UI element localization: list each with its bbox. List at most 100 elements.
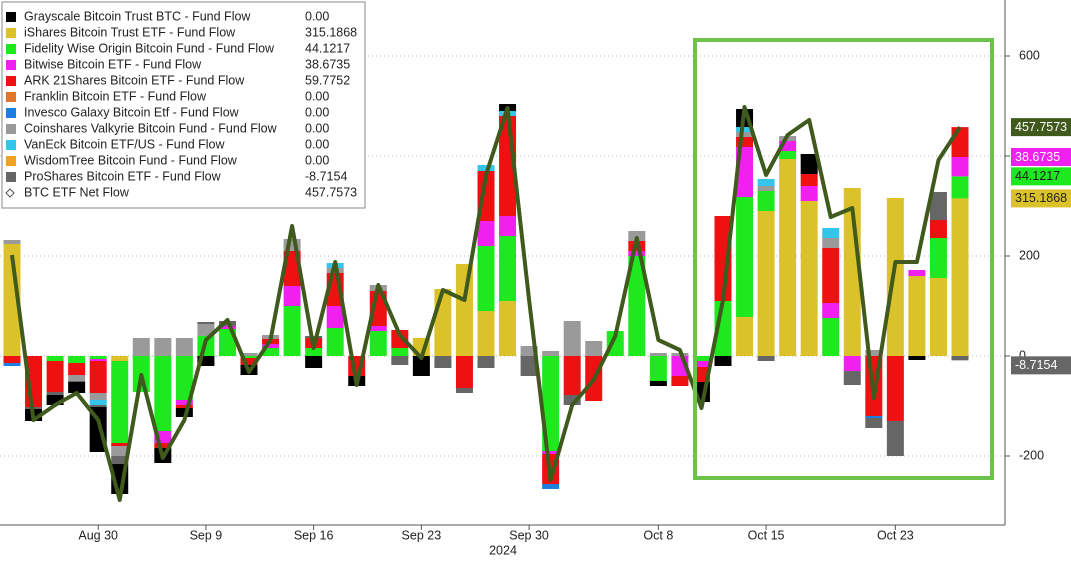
bar-segment	[865, 350, 883, 356]
bar-segment	[542, 484, 560, 489]
value-tag: 44.1217	[1015, 169, 1060, 183]
value-tag: -8.7154	[1015, 358, 1057, 372]
y-tick-label: -200	[1019, 448, 1044, 462]
bar-segment	[175, 400, 193, 405]
bar-segment	[262, 344, 280, 348]
bar-segment	[154, 443, 172, 448]
bar-segment	[800, 186, 818, 201]
y-tick-label: 200	[1019, 248, 1040, 262]
bar-segment	[520, 356, 538, 376]
bars	[3, 104, 969, 494]
x-tick-label: Oct 8	[643, 528, 673, 542]
bar-segment	[197, 356, 215, 366]
legend-swatch	[6, 172, 16, 182]
legend-swatch	[6, 12, 16, 22]
bar-segment	[736, 197, 754, 317]
bar-segment	[822, 303, 840, 318]
bar-segment	[628, 231, 646, 241]
bar-segment	[499, 301, 517, 356]
bar-segment	[455, 388, 473, 393]
bar-segment	[800, 154, 818, 174]
bar-segment	[154, 338, 172, 356]
bar-segment	[262, 348, 280, 356]
bar-segment	[89, 405, 107, 407]
bar-segment	[218, 329, 236, 356]
legend-swatch	[6, 92, 16, 102]
bar-segment	[692, 356, 710, 361]
bar-segment	[843, 356, 861, 371]
net-flow-line	[10, 105, 962, 502]
x-tick-label: Sep 30	[509, 528, 549, 542]
bar-segment	[3, 363, 21, 366]
x-tick-label: Sep 23	[402, 528, 442, 542]
highlight-box	[693, 38, 994, 480]
bar-segment	[391, 348, 409, 356]
legend-value: 0.00	[305, 9, 329, 23]
bar-segment	[822, 228, 840, 238]
bar-segment	[111, 361, 129, 443]
bar-segment	[779, 159, 797, 356]
bar-segment	[757, 191, 775, 211]
legend-value: 0.00	[305, 121, 329, 135]
legend-label: Coinshares Valkyrie Bitcoin Fund - Fund …	[24, 121, 278, 135]
x-tick-label: Aug 30	[78, 528, 118, 542]
legend-label: Fidelity Wise Origin Bitcoin Fund - Fund…	[24, 41, 275, 55]
bar-segment	[929, 278, 947, 356]
bar-segment	[477, 165, 495, 171]
bar-segment	[89, 359, 107, 361]
bar-segment	[822, 248, 840, 303]
bar-segment	[197, 324, 215, 336]
bar-segment	[886, 356, 904, 421]
bar-segment	[757, 186, 775, 191]
x-tick-label: Oct 15	[748, 528, 785, 542]
bar-segment	[886, 198, 904, 356]
x-axis-label: 2024	[489, 543, 517, 557]
bar-segment	[111, 456, 129, 464]
bar-segment	[305, 356, 323, 368]
bar-segment	[951, 198, 969, 356]
bar-segment	[369, 326, 387, 331]
bar-segment	[89, 393, 107, 400]
bar-segment	[736, 137, 754, 147]
legend-label: VanEck Bitcoin ETF/US - Fund Flow	[24, 137, 225, 151]
x-tick-label: Sep 9	[190, 528, 223, 542]
legend-value: 457.7573	[305, 185, 357, 199]
bar-segment	[908, 356, 926, 360]
bar-segment	[240, 353, 258, 356]
bar-segment	[369, 331, 387, 356]
bar-segment	[218, 326, 236, 329]
bar-segment	[240, 356, 258, 358]
bar-segment	[305, 348, 323, 356]
bar-segment	[455, 264, 473, 356]
legend-label: BTC ETF Net Flow	[24, 185, 130, 199]
bar-segment	[111, 446, 129, 456]
bar-segment	[692, 361, 710, 367]
bar-segment	[908, 270, 926, 276]
bar-segment	[434, 356, 452, 368]
bar-segment	[175, 338, 193, 356]
legend-swatch	[6, 108, 16, 118]
bar-segment	[929, 192, 947, 220]
bar-segment	[3, 356, 21, 363]
value-tags: 315.1868 44.1217 38.6735 -8.7154 457.7573	[1011, 118, 1071, 375]
y-tick-label: 600	[1019, 48, 1040, 62]
bar-segment	[175, 405, 193, 408]
bar-segment	[89, 400, 107, 405]
bar-segment	[951, 356, 969, 361]
bar-segment	[865, 416, 883, 418]
bar-segment	[800, 174, 818, 186]
bar-segment	[391, 330, 409, 348]
bar-segment	[132, 338, 150, 356]
legend-swatch	[6, 140, 16, 150]
bar-segment	[46, 356, 64, 361]
bar-segment	[434, 289, 452, 356]
legend: Grayscale Bitcoin Trust BTC - Fund Flow 0…	[5, 9, 357, 199]
bar-segment	[111, 443, 129, 446]
bar-segment	[671, 376, 689, 386]
bar-segment	[757, 211, 775, 356]
bar-segment	[455, 356, 473, 388]
legend-value: 0.00	[305, 105, 329, 119]
legend-box	[1, 1, 366, 209]
bar-segment	[68, 381, 86, 382]
bar-segment	[3, 240, 21, 244]
